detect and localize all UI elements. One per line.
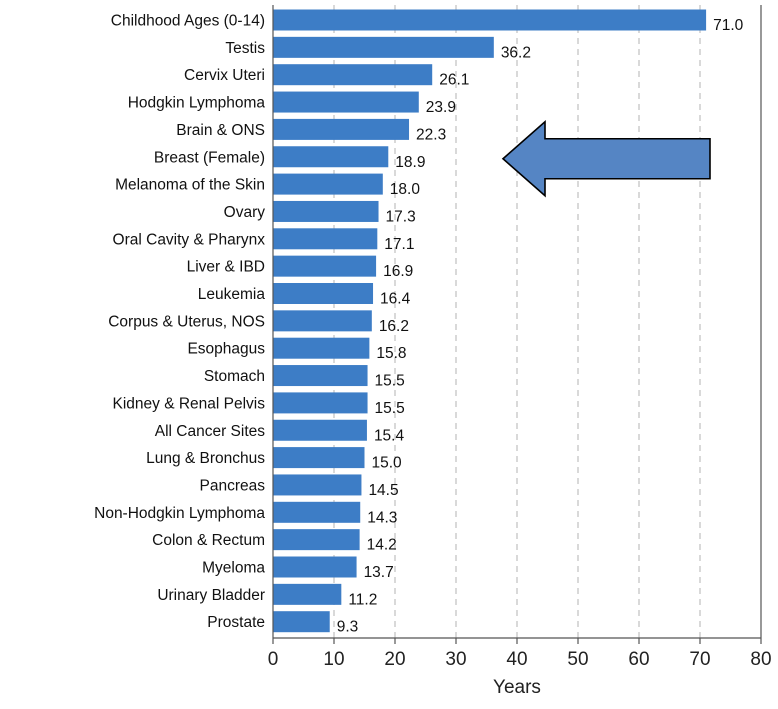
bar-layer — [273, 9, 707, 633]
category-label: Lung & Bronchus — [146, 450, 265, 467]
value-label: 11.2 — [348, 591, 377, 608]
category-label: Testis — [225, 40, 265, 57]
x-tick-label: 20 — [384, 649, 405, 670]
value-label: 14.2 — [367, 537, 397, 554]
bar — [273, 9, 707, 31]
category-label: Childhood Ages (0-14) — [111, 13, 265, 30]
bar — [273, 365, 368, 387]
category-label: Kidney & Renal Pelvis — [113, 395, 266, 412]
category-label-layer: Childhood Ages (0-14) Testis Cervix Uteri H… — [94, 13, 265, 632]
category-label: Colon & Rectum — [152, 532, 265, 549]
value-label: 26.1 — [439, 72, 469, 89]
bar — [273, 228, 378, 250]
bar — [273, 255, 377, 277]
value-label: 18.9 — [395, 154, 425, 171]
category-label: Liver & IBD — [187, 259, 265, 276]
value-label: 13.7 — [364, 564, 394, 581]
value-label: 9.3 — [337, 619, 359, 636]
bar — [273, 611, 330, 633]
bar — [273, 529, 360, 551]
category-label: Cervix Uteri — [184, 67, 265, 84]
x-tick-label: 0 — [268, 649, 279, 670]
category-label: Prostate — [207, 614, 265, 631]
value-label: 16.9 — [383, 263, 413, 280]
highlight-arrow — [501, 119, 711, 198]
bar — [273, 392, 368, 414]
category-label: Oral Cavity & Pharynx — [113, 231, 266, 248]
bar — [273, 474, 362, 496]
category-label: All Cancer Sites — [155, 423, 266, 440]
bar — [273, 64, 433, 86]
bar — [273, 283, 374, 304]
x-tick-label: 80 — [750, 649, 771, 670]
category-label: Pancreas — [200, 477, 266, 494]
value-label: 17.3 — [386, 208, 416, 225]
value-label: 16.2 — [379, 318, 409, 335]
value-label: 23.9 — [426, 99, 456, 116]
x-tick-layer: 0 10 20 30 40 50 60 70 80 — [268, 638, 772, 670]
bar — [273, 200, 379, 222]
category-label: Corpus & Uterus, NOS — [108, 313, 265, 330]
x-tick-label: 60 — [628, 649, 649, 670]
value-label: 18.0 — [390, 181, 421, 198]
x-axis-title: Years — [493, 677, 541, 698]
bar — [273, 447, 365, 469]
bar — [273, 118, 410, 140]
category-label: Hodgkin Lymphoma — [128, 95, 266, 112]
value-label: 14.5 — [368, 482, 398, 499]
value-label: 14.3 — [367, 509, 397, 526]
value-label: 22.3 — [416, 126, 446, 143]
category-label: Breast (Female) — [154, 149, 265, 166]
category-label: Urinary Bladder — [157, 587, 265, 604]
bar — [273, 419, 367, 441]
value-label: 15.4 — [374, 427, 405, 444]
x-tick-label: 30 — [445, 649, 466, 670]
x-tick-label: 40 — [506, 649, 527, 670]
bar — [273, 36, 494, 58]
category-label: Esophagus — [187, 341, 265, 358]
value-label: 15.0 — [372, 455, 403, 472]
value-label: 17.1 — [384, 236, 414, 253]
value-label-layer: 71.0 36.2 26.1 23.9 22.3 18.9 18.0 17.3 17.1 16.9… — [337, 17, 744, 636]
value-label: 71.0 — [713, 17, 744, 34]
category-label: Non-Hodgkin Lymphoma — [94, 505, 265, 522]
value-label: 36.2 — [501, 44, 531, 61]
category-label: Stomach — [204, 368, 265, 385]
value-label: 15.8 — [376, 345, 406, 362]
x-tick-label: 10 — [323, 649, 344, 670]
category-label: Myeloma — [202, 560, 265, 577]
category-label: Melanoma of the Skin — [115, 177, 265, 194]
value-label: 16.4 — [380, 291, 411, 308]
value-label: 15.5 — [375, 373, 405, 390]
bar — [273, 310, 372, 332]
bar — [273, 173, 383, 195]
category-label: Leukemia — [198, 286, 266, 303]
bar — [273, 501, 361, 523]
category-label: Ovary — [224, 204, 266, 221]
bar — [273, 556, 357, 578]
bar — [273, 583, 342, 605]
x-tick-label: 70 — [689, 649, 710, 670]
value-label: 15.5 — [375, 400, 405, 417]
bar — [273, 146, 389, 168]
x-tick-label: 50 — [567, 649, 588, 670]
category-label: Brain & ONS — [176, 122, 265, 139]
bar — [273, 91, 419, 113]
bar — [273, 337, 370, 359]
